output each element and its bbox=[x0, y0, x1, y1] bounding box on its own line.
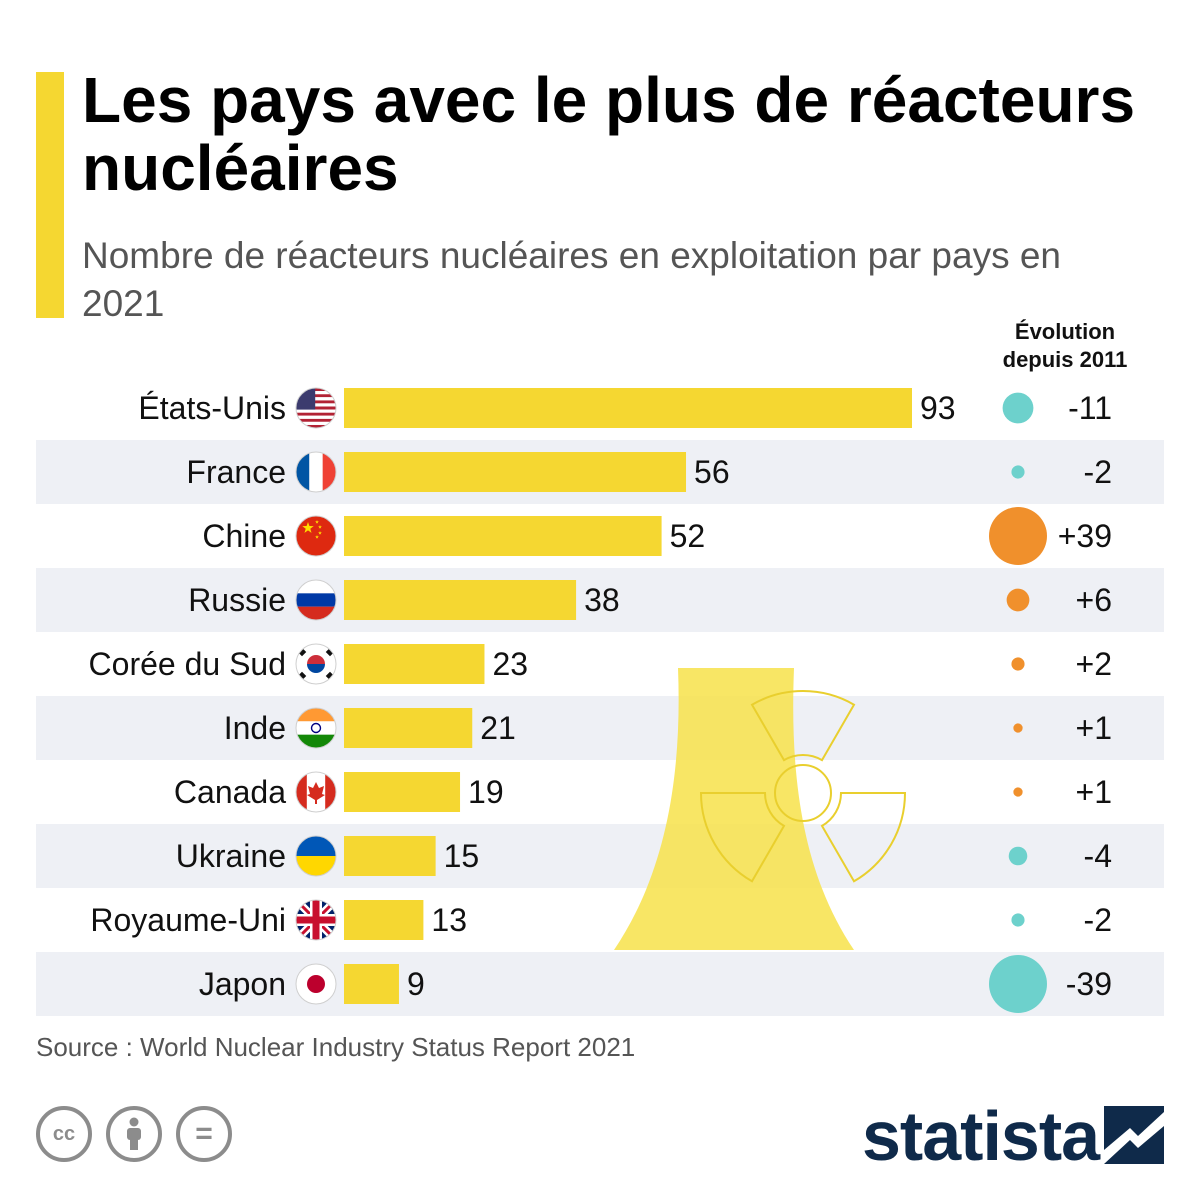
change-bubble bbox=[1011, 913, 1025, 927]
change-label: +2 bbox=[1076, 646, 1112, 682]
jp-flag-icon bbox=[295, 963, 337, 1005]
bar bbox=[344, 836, 436, 876]
change-label: -2 bbox=[1084, 454, 1112, 490]
category-label: Chine bbox=[202, 518, 286, 554]
change-bubble bbox=[1008, 846, 1028, 866]
change-label: +6 bbox=[1076, 582, 1112, 618]
change-bubble bbox=[1011, 465, 1025, 479]
chart-title: Les pays avec le plus de réacteurs nuclé… bbox=[82, 64, 1136, 204]
category-label: Canada bbox=[174, 774, 286, 810]
bar bbox=[344, 516, 662, 556]
bar bbox=[344, 772, 461, 812]
category-label: Russie bbox=[188, 582, 286, 618]
category-label: Ukraine bbox=[176, 838, 286, 874]
license-icons: cc = bbox=[36, 1106, 232, 1162]
title-accent-bar bbox=[36, 72, 64, 318]
cn-flag-icon bbox=[295, 515, 337, 557]
bar bbox=[344, 900, 424, 940]
person-glyph bbox=[127, 1117, 141, 1150]
category-label: Japon bbox=[199, 966, 286, 1002]
cooling-tower-icon bbox=[614, 668, 854, 950]
row-stripe bbox=[36, 824, 1164, 888]
person-icon[interactable] bbox=[106, 1106, 162, 1162]
value-label: 23 bbox=[492, 646, 528, 682]
change-label: -39 bbox=[1066, 966, 1112, 1002]
bar bbox=[344, 964, 399, 1004]
value-label: 15 bbox=[444, 838, 480, 874]
chart-subtitle: Nombre de réacteurs nucléaires en exploi… bbox=[82, 235, 1062, 324]
value-label: 52 bbox=[670, 518, 706, 554]
bar-chart: États-Unis 93 -11 France 56 -2 Chine 52 +39 Russi… bbox=[36, 387, 1164, 1016]
in-flag-icon bbox=[295, 707, 337, 749]
change-bubble bbox=[989, 955, 1047, 1013]
kr-flag-icon bbox=[295, 643, 337, 685]
category-label: Royaume-Uni bbox=[90, 902, 286, 938]
change-bubble bbox=[1006, 588, 1030, 612]
bar bbox=[344, 388, 912, 428]
change-label: +39 bbox=[1058, 518, 1112, 554]
cc-icon[interactable]: cc bbox=[36, 1106, 92, 1162]
gb-flag-icon bbox=[295, 899, 337, 941]
bar bbox=[344, 644, 485, 684]
change-bubble bbox=[989, 507, 1047, 565]
value-label: 56 bbox=[694, 454, 730, 490]
change-label: +1 bbox=[1076, 710, 1112, 746]
row-stripe bbox=[36, 568, 1164, 632]
category-label: Inde bbox=[224, 710, 286, 746]
value-label: 21 bbox=[480, 710, 516, 746]
cc-label: cc bbox=[52, 1122, 76, 1145]
ca-flag-icon bbox=[295, 771, 337, 813]
row-stripe bbox=[36, 952, 1164, 1016]
change-bubble bbox=[1011, 657, 1025, 671]
value-label: 19 bbox=[468, 774, 504, 810]
change-bubble bbox=[1002, 392, 1034, 424]
category-label: États-Unis bbox=[138, 390, 286, 426]
us-flag-icon bbox=[295, 387, 337, 429]
ua-flag-icon bbox=[295, 835, 337, 877]
row-stripe bbox=[36, 696, 1164, 760]
fr-flag-icon bbox=[295, 451, 337, 493]
equal-icon[interactable]: = bbox=[176, 1106, 232, 1162]
statista-logo-icon bbox=[1104, 1106, 1164, 1164]
change-label: -2 bbox=[1084, 902, 1112, 938]
value-label: 13 bbox=[431, 902, 467, 938]
change-bubble bbox=[1013, 723, 1023, 733]
category-label: France bbox=[186, 454, 286, 490]
change-bubble bbox=[1013, 787, 1023, 797]
value-label: 38 bbox=[584, 582, 620, 618]
equal-label: = bbox=[195, 1117, 213, 1150]
change-label: -11 bbox=[1068, 390, 1112, 426]
bar bbox=[344, 708, 473, 748]
source-note: Source : World Nuclear Industry Status R… bbox=[36, 1032, 636, 1062]
statista-logo[interactable]: statista bbox=[862, 1097, 1100, 1175]
change-label: +1 bbox=[1076, 774, 1112, 810]
category-label: Corée du Sud bbox=[89, 646, 286, 682]
radiation-icon bbox=[699, 690, 907, 883]
value-label: 9 bbox=[407, 966, 425, 1002]
change-label: -4 bbox=[1084, 838, 1112, 874]
bar bbox=[344, 580, 577, 620]
value-label: 93 bbox=[920, 390, 956, 426]
evolution-header: Évolution depuis 2011 bbox=[1002, 319, 1128, 372]
bar bbox=[344, 452, 687, 492]
ru-flag-icon bbox=[295, 579, 337, 621]
